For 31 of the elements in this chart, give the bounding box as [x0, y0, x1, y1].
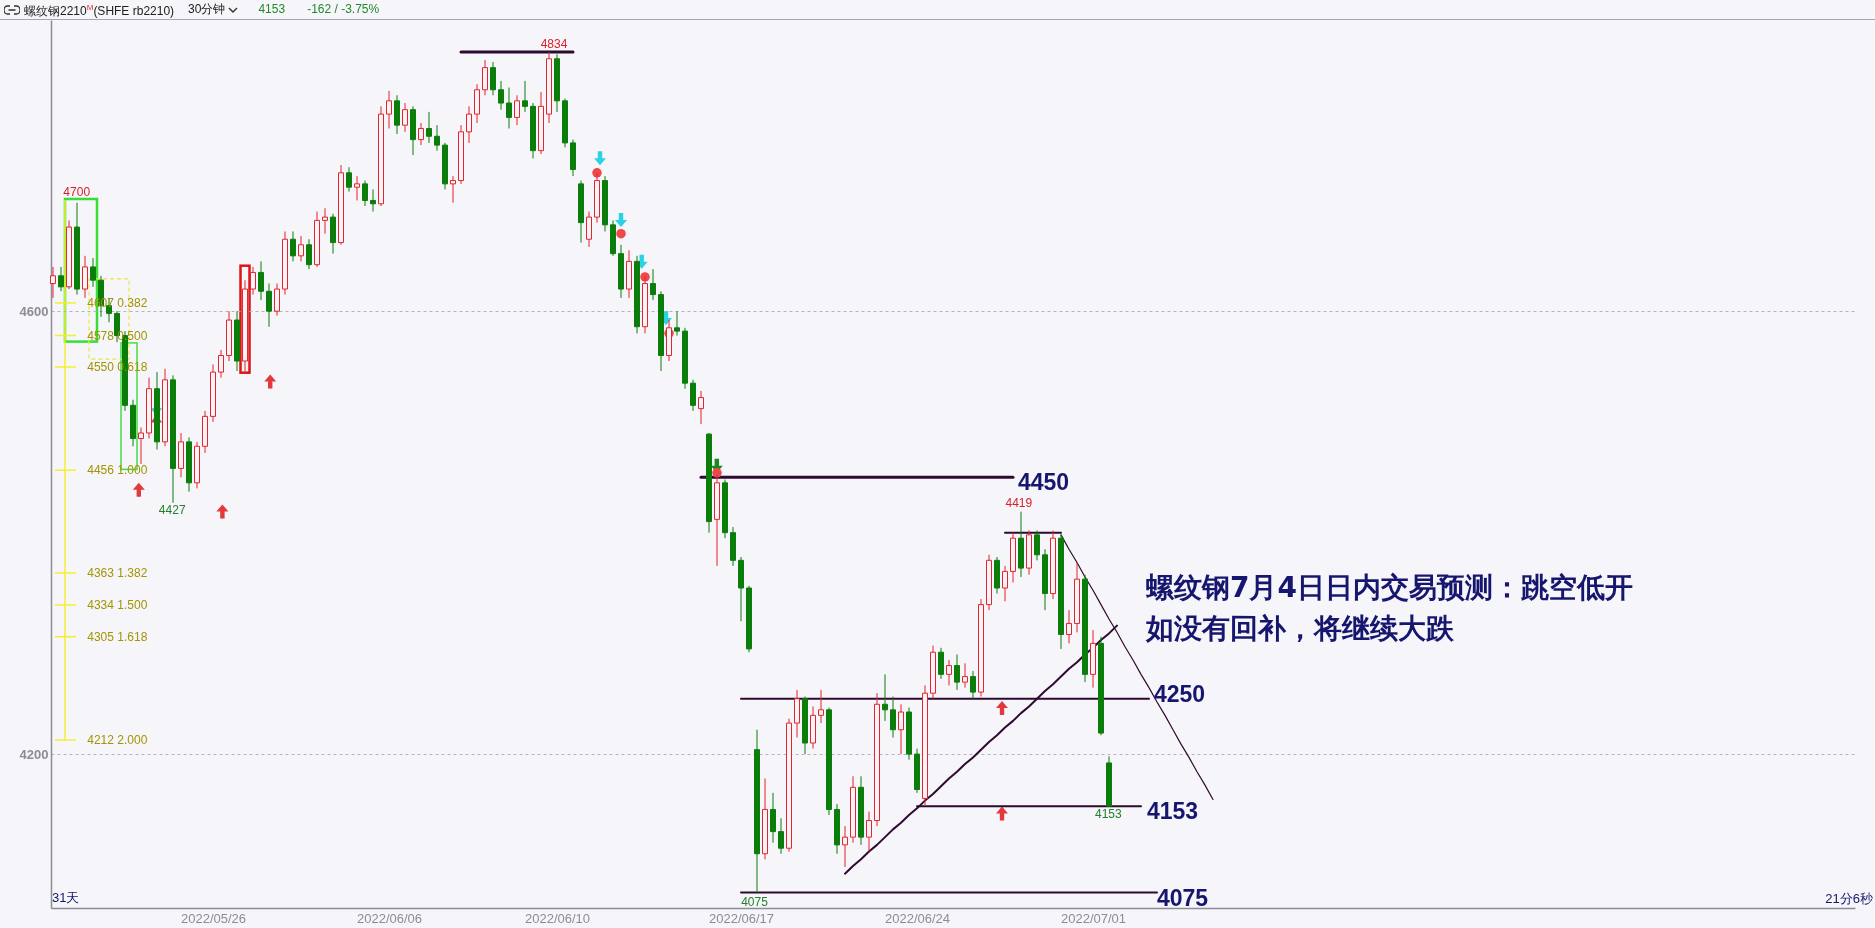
- x-tick-label: 2022/06/06: [356, 910, 423, 926]
- annotation: 4700: [63, 184, 91, 199]
- annotation: 如没有回补，将继续大跌: [1145, 611, 1455, 645]
- text: -162 / -3.75%: [307, 1, 380, 18]
- annotation: 螺纹钢7月4日日内交易预测：跳空低开: [1145, 571, 1633, 604]
- annotation: 4363 1.382: [87, 566, 148, 580]
- annotation: 4305 1.618: [87, 629, 148, 644]
- annotation: 4153: [1094, 807, 1122, 822]
- y-tick-label: 4200: [19, 746, 49, 762]
- annotation: 31天: [52, 890, 80, 905]
- annotation: 4250: [1154, 681, 1206, 707]
- annotation: 21分6秒: [1825, 891, 1873, 906]
- chart-subtitle: 30分钟: [188, 1, 226, 18]
- annotation: 4419: [1005, 495, 1033, 510]
- chart-title: 螺纹钢2210$^{M}$(SHFE rb2210): [24, 2, 175, 20]
- text: 4153: [258, 1, 286, 18]
- x-tick-label: 2022/06/24: [884, 910, 951, 926]
- x-tick-label: 2022/06/10: [524, 910, 591, 926]
- annotation: 4212 2.000: [87, 733, 148, 747]
- annotation: 4456 1.000: [87, 463, 148, 478]
- annotation: 4334 1.500: [87, 598, 148, 612]
- x-tick-label: 2022/07/01: [1060, 910, 1127, 926]
- y-tick-label: 4600: [19, 303, 49, 319]
- annotation: 4075: [1157, 885, 1209, 912]
- annotation: 4427: [158, 503, 186, 518]
- annotation: 4834: [540, 37, 568, 51]
- annotation: 4153: [1147, 797, 1199, 824]
- annotation: 4075: [741, 894, 769, 909]
- annotation: 4450: [1018, 468, 1070, 495]
- x-tick-label: 2022/06/17: [708, 910, 775, 926]
- x-tick-label: 2022/05/26: [180, 910, 247, 926]
